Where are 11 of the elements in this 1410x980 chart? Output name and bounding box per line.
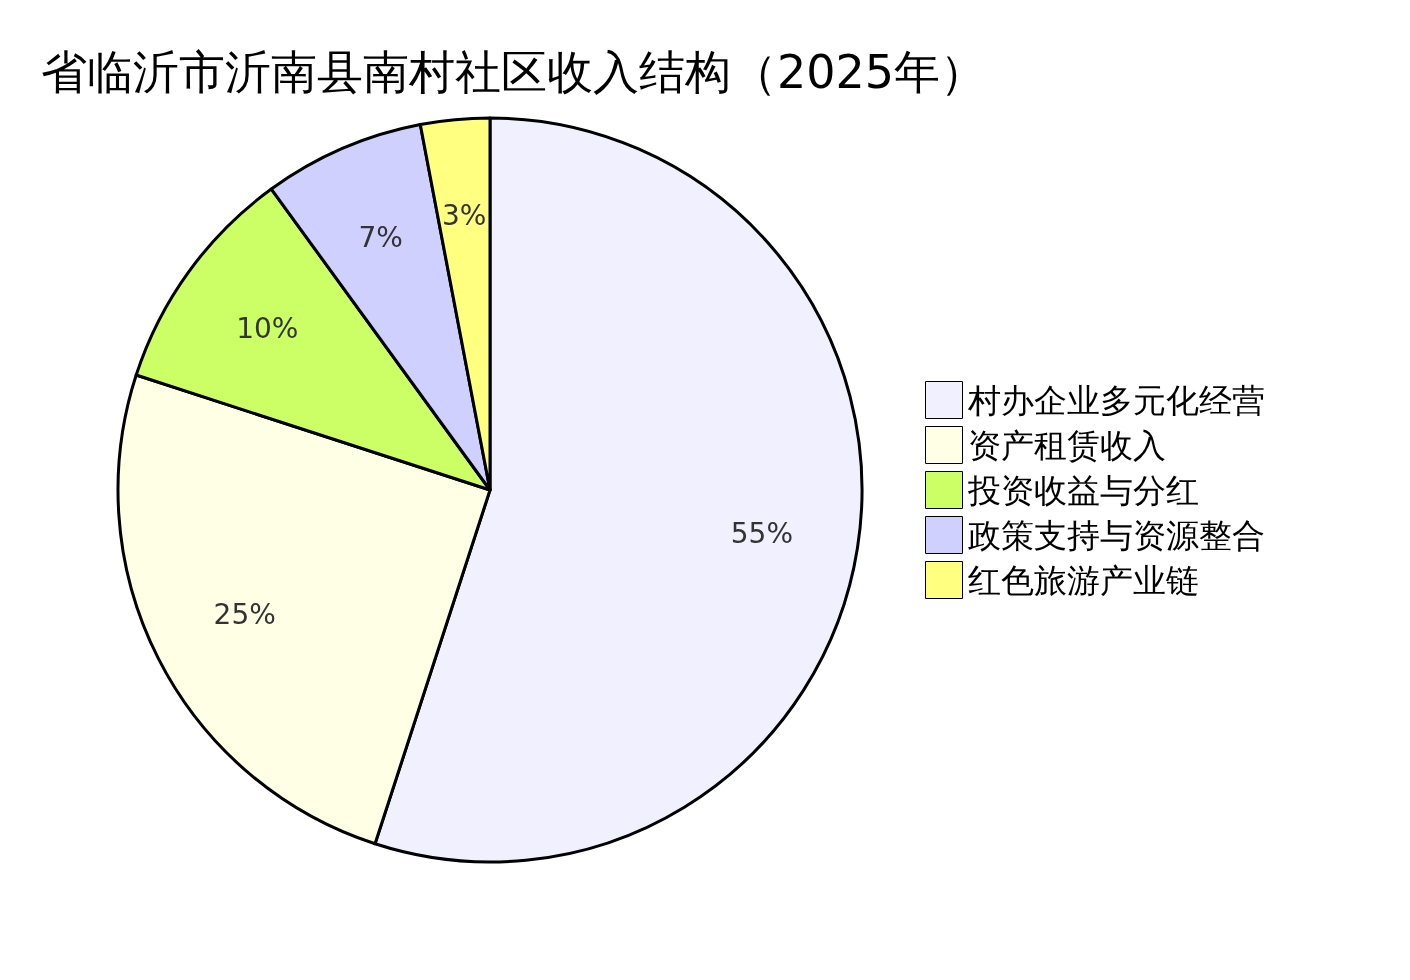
data-label: 7% — [358, 220, 403, 254]
legend-label: 政策支持与资源整合 — [967, 515, 1265, 555]
legend-label: 投资收益与分红 — [966, 470, 1199, 510]
chart-title: 省临沂市沂南县南村社区收入结构（2025年） — [41, 45, 987, 99]
legend-label: 村办企业多元化经营 — [966, 380, 1265, 420]
legend-label: 红色旅游产业链 — [967, 560, 1199, 600]
legend-label: 资产租赁收入 — [967, 425, 1166, 465]
data-label: 55% — [730, 516, 794, 550]
data-label: 10% — [236, 311, 299, 345]
data-label: 25% — [213, 598, 276, 632]
data-label: 3% — [441, 199, 487, 233]
